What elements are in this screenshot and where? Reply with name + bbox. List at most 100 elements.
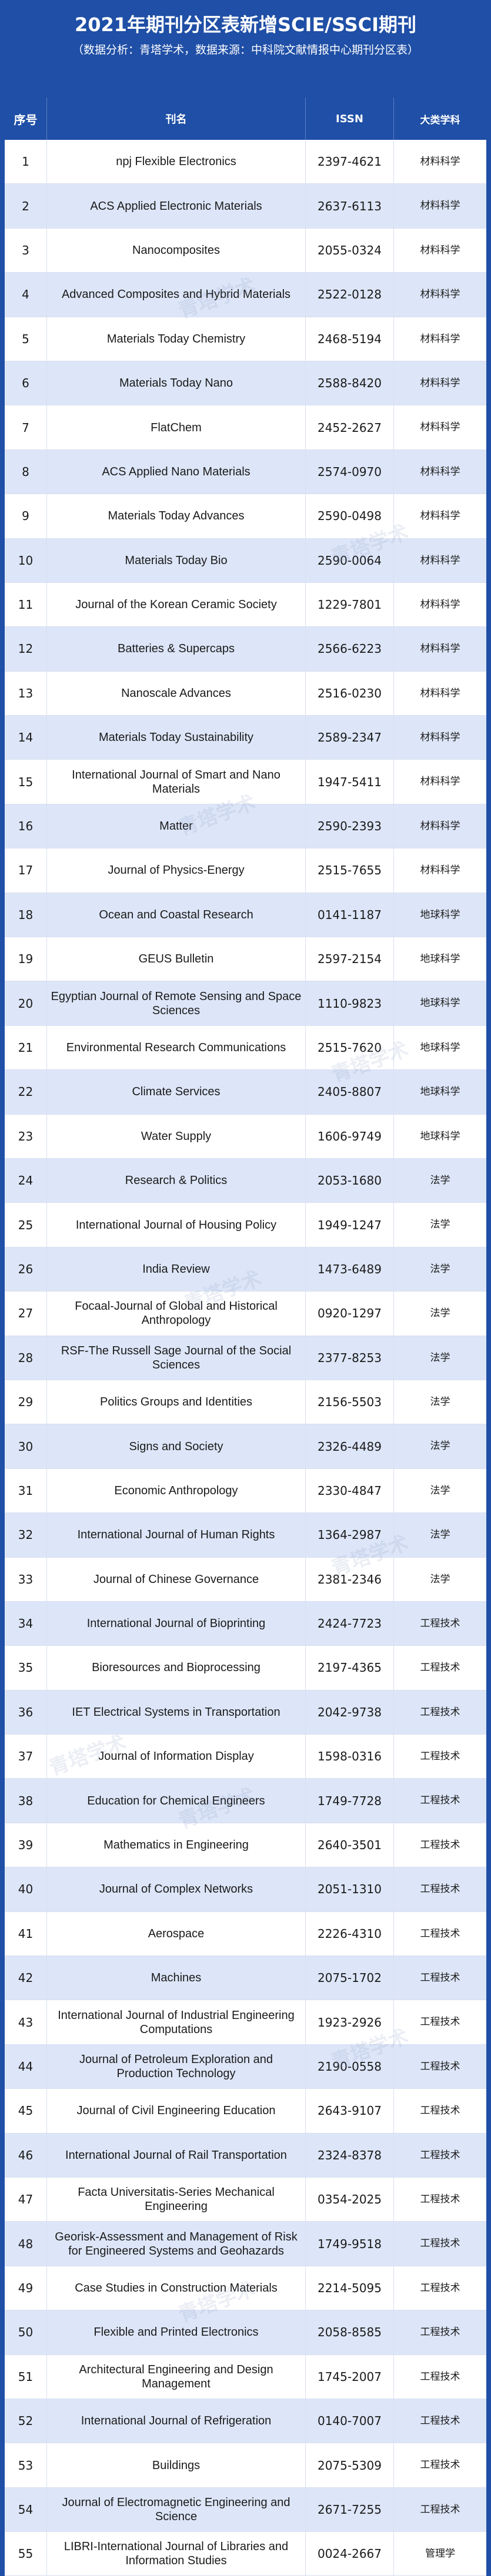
row-discipline: 工程技术 xyxy=(394,1646,486,1690)
row-journal-name: FlatChem xyxy=(47,405,306,450)
table-row: 45 Journal of Civil Engineering Education… xyxy=(5,2089,486,2134)
table-row: 52 International Journal of Refrigeration… xyxy=(5,2399,486,2444)
table-row: 38 Education for Chemical Engineers 1749-7… xyxy=(5,1779,486,1823)
row-issn: 2597-2154 xyxy=(306,937,394,982)
row-issn: 2515-7620 xyxy=(306,1025,394,1071)
row-journal-name: Ocean and Coastal Research xyxy=(47,893,306,938)
table-row: 18 Ocean and Coastal Research 0141-1187 地球科… xyxy=(5,893,486,938)
table-row: 24 Research & Politics 2053-1680 法学 xyxy=(5,1158,486,1203)
table-row: 13 Nanoscale Advances 2516-0230 材料科学 xyxy=(5,671,486,716)
table-row: 12 Batteries & Supercaps 2566-6223 材料科学 xyxy=(5,627,486,672)
row-issn: 0024-2667 xyxy=(306,2532,394,2576)
row-journal-name: Flexible and Printed Electronics xyxy=(47,2310,306,2355)
row-issn: 2590-2393 xyxy=(306,804,394,849)
row-discipline: 材料科学 xyxy=(394,405,486,450)
row-journal-name: India Review xyxy=(47,1247,306,1292)
row-discipline: 法学 xyxy=(394,1247,486,1292)
row-issn: 2324-8378 xyxy=(306,2133,394,2178)
row-issn: 2640-3501 xyxy=(306,1823,394,1868)
row-index: 19 xyxy=(5,937,47,982)
row-journal-name: International Journal of Housing Policy xyxy=(47,1203,306,1247)
row-discipline: 管理学 xyxy=(394,2532,486,2576)
row-discipline: 法学 xyxy=(394,1558,486,1602)
row-discipline: 法学 xyxy=(394,1380,486,1425)
row-discipline: 地球科学 xyxy=(394,1070,486,1115)
row-index: 53 xyxy=(5,2443,47,2488)
row-discipline: 工程技术 xyxy=(394,1735,486,1779)
row-issn: 1949-1247 xyxy=(306,1203,394,1247)
row-index: 15 xyxy=(5,760,47,804)
row-index: 22 xyxy=(5,1070,47,1115)
row-index: 34 xyxy=(5,1601,47,1646)
table-row: 53 Buildings 2075-5309 工程技术 xyxy=(5,2443,486,2488)
row-journal-name: Materials Today Chemistry xyxy=(47,317,306,361)
row-discipline: 材料科学 xyxy=(394,539,486,583)
row-discipline: 材料科学 xyxy=(394,804,486,849)
table-row: 39 Mathematics in Engineering 2640-3501 工程技… xyxy=(5,1823,486,1868)
table-row: 46 International Journal of Rail Transpor… xyxy=(5,2133,486,2178)
table-row: 55 LIBRI-International Journal of Librari… xyxy=(5,2532,486,2576)
table-row: 8 ACS Applied Nano Materials 2574-0970 材料科学 xyxy=(5,450,486,495)
row-index: 45 xyxy=(5,2089,47,2134)
row-discipline: 法学 xyxy=(394,1203,486,1247)
table-row: 27 Focaal-Journal of Global and Historica… xyxy=(5,1292,486,1336)
row-index: 40 xyxy=(5,1867,47,1912)
row-journal-name: Advanced Composites and Hybrid Materials xyxy=(47,273,306,317)
row-discipline: 工程技术 xyxy=(394,2089,486,2134)
row-discipline: 工程技术 xyxy=(394,1912,486,1957)
table-row: 40 Journal of Complex Networks 2051-1310 工程… xyxy=(5,1867,486,1912)
row-issn: 1745-2007 xyxy=(306,2354,394,2399)
row-issn: 2452-2627 xyxy=(306,405,394,450)
row-issn: 2468-5194 xyxy=(306,317,394,361)
row-index: 50 xyxy=(5,2310,47,2355)
row-index: 32 xyxy=(5,1513,47,1558)
row-journal-name: Water Supply xyxy=(47,1114,306,1159)
row-issn: 2330-4847 xyxy=(306,1468,394,1514)
row-index: 49 xyxy=(5,2266,47,2311)
table-row: 47 Facta Universitatis-Series Mechanical … xyxy=(5,2177,486,2222)
row-index: 41 xyxy=(5,1911,47,1957)
row-index: 25 xyxy=(5,1203,47,1247)
header: 2021年期刊分区表新增SCIE/SSCI期刊 （数据分析：青塔学术，数据来源：… xyxy=(0,0,491,75)
row-index: 1 xyxy=(5,140,47,185)
row-issn: 1229-7801 xyxy=(306,582,394,628)
row-index: 31 xyxy=(5,1468,47,1514)
table-row: 50 Flexible and Printed Electronics 2058-8… xyxy=(5,2310,486,2355)
table-row: 4 Advanced Composites and Hybrid Material… xyxy=(5,273,486,317)
row-index: 21 xyxy=(5,1025,47,1071)
row-index: 18 xyxy=(5,893,47,938)
row-discipline: 法学 xyxy=(394,1513,486,1558)
row-discipline: 法学 xyxy=(394,1292,486,1336)
column-header-discipline: 大类学科 xyxy=(420,114,460,126)
row-issn: 2522-0128 xyxy=(306,273,394,317)
row-journal-name: Materials Today Advances xyxy=(47,494,306,539)
row-journal-name: Batteries & Supercaps xyxy=(47,627,306,672)
row-discipline: 材料科学 xyxy=(394,494,486,539)
row-journal-name: IET Electrical Systems in Transportation xyxy=(47,1690,306,1735)
row-journal-name: ACS Applied Nano Materials xyxy=(47,450,306,495)
row-journal-name: Matter xyxy=(47,804,306,849)
table-row: 7 FlatChem 2452-2627 材料科学 xyxy=(5,405,486,450)
row-index: 3 xyxy=(5,228,47,273)
row-journal-name: International Journal of Human Rights xyxy=(47,1513,306,1558)
table-row: 35 Bioresources and Bioprocessing 2197-436… xyxy=(5,1646,486,1690)
row-issn: 1947-5411 xyxy=(306,760,394,804)
row-journal-name: Architectural Engineering and Design Man… xyxy=(47,2354,306,2399)
row-discipline: 工程技术 xyxy=(394,2443,486,2488)
row-journal-name: Case Studies in Construction Materials xyxy=(47,2266,306,2311)
row-journal-name: International Journal of Smart and Nano … xyxy=(47,760,306,804)
row-discipline: 法学 xyxy=(394,1336,486,1380)
row-index: 24 xyxy=(5,1158,47,1203)
row-discipline: 材料科学 xyxy=(394,317,486,361)
row-index: 23 xyxy=(5,1114,47,1159)
row-discipline: 地球科学 xyxy=(394,1115,486,1159)
table-row: 5 Materials Today Chemistry 2468-5194 材料科学 xyxy=(5,317,486,361)
row-issn: 2190-0558 xyxy=(306,2044,394,2089)
row-journal-name: International Journal of Rail Transporta… xyxy=(47,2133,306,2178)
row-discipline: 工程技术 xyxy=(394,2266,486,2311)
row-discipline: 工程技术 xyxy=(394,2355,486,2399)
row-discipline: 材料科学 xyxy=(394,848,486,893)
row-discipline: 法学 xyxy=(394,1159,486,1203)
column-header-journal: 刊名 xyxy=(47,98,306,140)
row-journal-name: International Journal of Industrial Engi… xyxy=(47,2000,306,2045)
